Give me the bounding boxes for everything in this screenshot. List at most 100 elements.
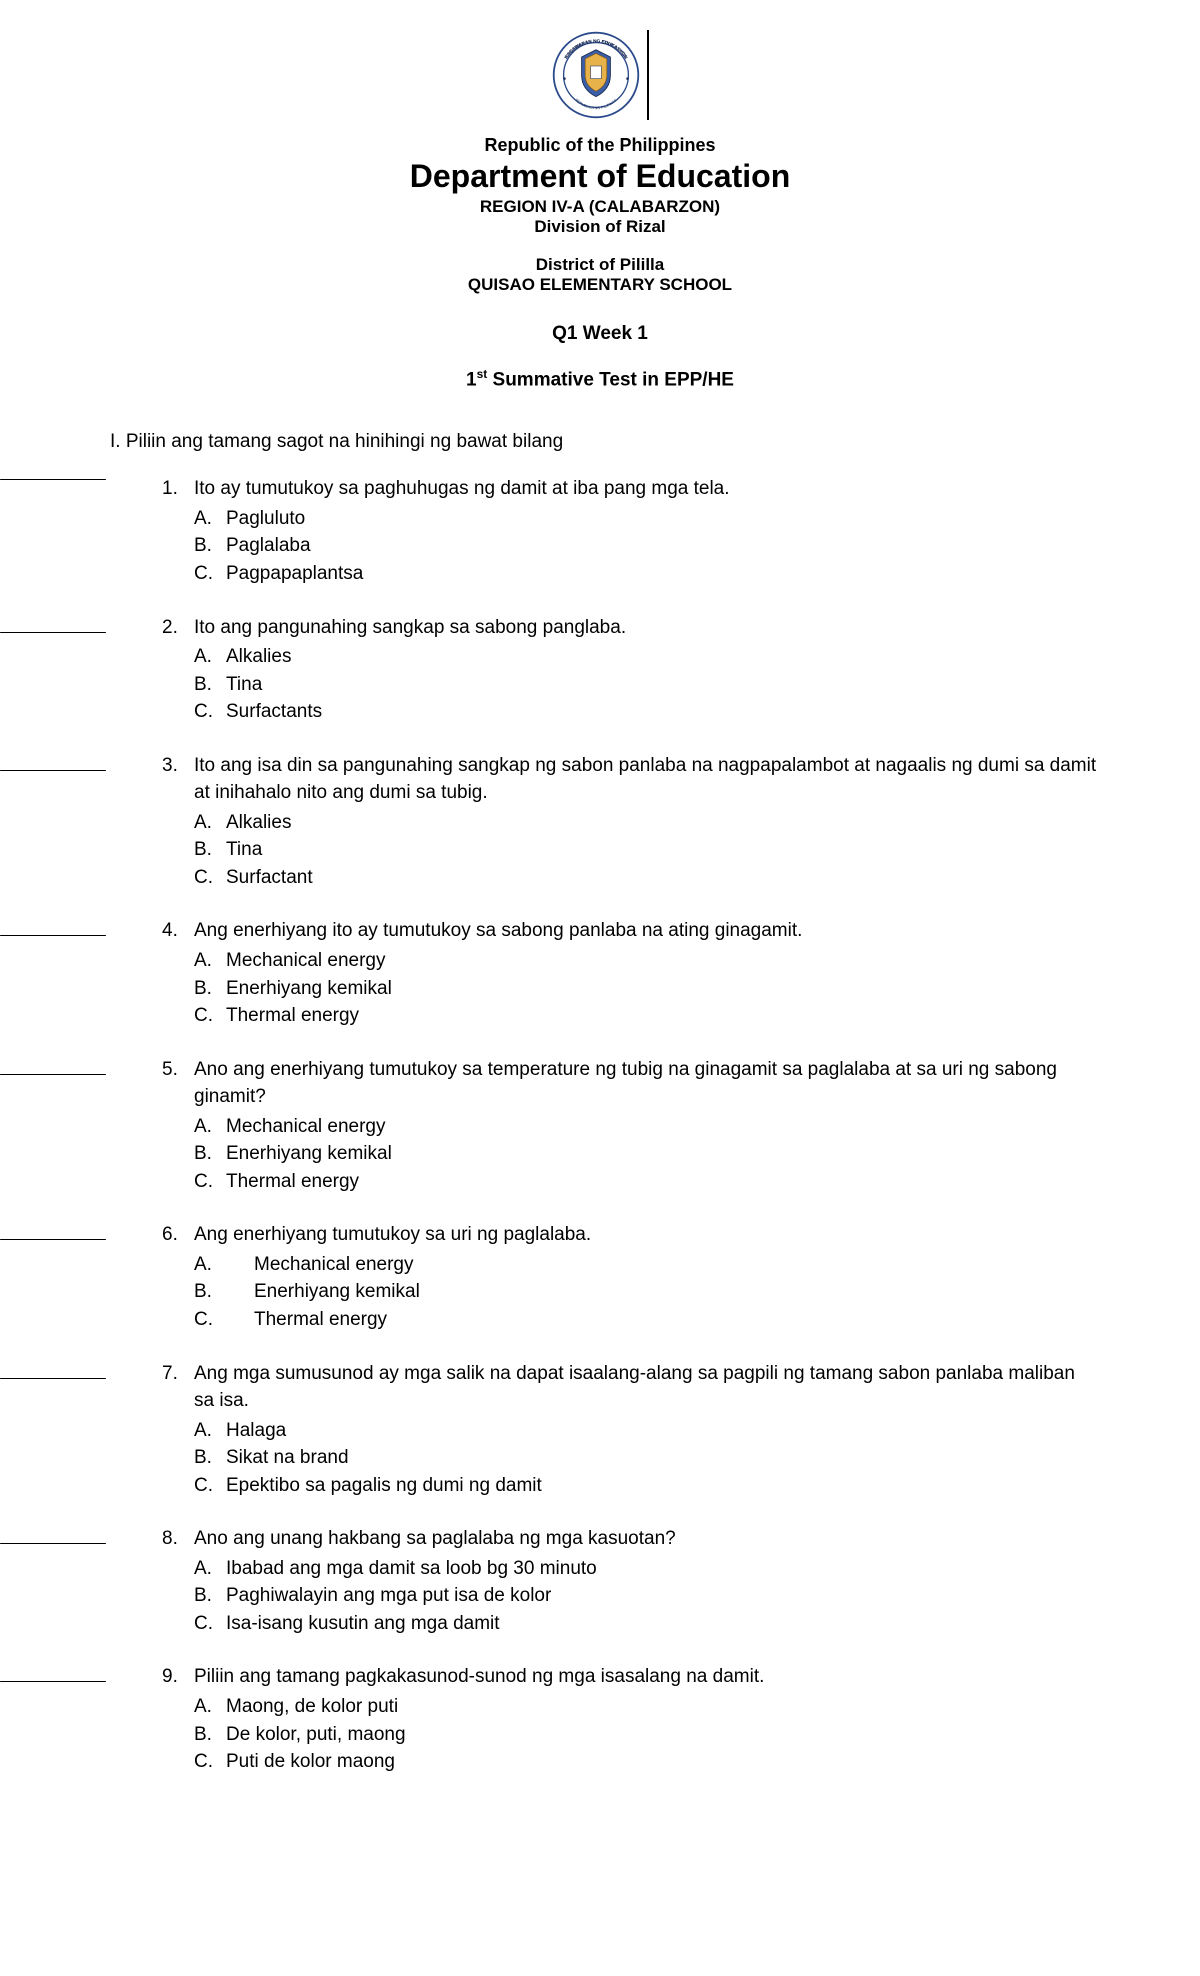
choice-letter: C. bbox=[194, 1168, 226, 1196]
answer-blank-line bbox=[0, 1681, 106, 1682]
question-number: 8. bbox=[162, 1525, 194, 1553]
choice-letter: A. bbox=[194, 643, 226, 671]
document-header: KAGAWARAN NG EDUKASYON KAGAWARAN NG EDUK… bbox=[60, 30, 1140, 391]
choice-letter: B. bbox=[194, 1444, 226, 1472]
choices: A.Mechanical energyB.Enerhiyang kemikalC… bbox=[162, 945, 1100, 1030]
answer-blank-line bbox=[0, 935, 106, 936]
choice-row: C.Puti de kolor maong bbox=[194, 1748, 1100, 1776]
question-number: 4. bbox=[162, 917, 194, 945]
choice-row: A.Halaga bbox=[194, 1417, 1100, 1445]
choice-row: A.Pagluluto bbox=[194, 505, 1100, 533]
question-text: Ang enerhiyang tumutukoy sa uri ng pagla… bbox=[194, 1221, 1100, 1249]
choice-text: Halaga bbox=[226, 1417, 1100, 1445]
question-block: 3.Ito ang isa din sa pangunahing sangkap… bbox=[110, 752, 1100, 892]
question-row: 3.Ito ang isa din sa pangunahing sangkap… bbox=[162, 752, 1100, 807]
choice-text: Mechanical energy bbox=[226, 947, 1100, 975]
choices: A.PaglulutoB.PaglalabaC.Pagpapaplantsa bbox=[162, 503, 1100, 588]
question-number: 6. bbox=[162, 1221, 194, 1249]
header-school: QUISAO ELEMENTARY SCHOOL bbox=[60, 275, 1140, 295]
question-block: 6.Ang enerhiyang tumutukoy sa uri ng pag… bbox=[110, 1221, 1100, 1333]
answer-blank-line bbox=[0, 1239, 106, 1240]
question-row: 2.Ito ang pangunahing sangkap sa sabong … bbox=[162, 614, 1100, 642]
choices: A.HalagaB.Sikat na brandC.Epektibo sa pa… bbox=[162, 1415, 1100, 1500]
choice-row: B.Enerhiyang kemikal bbox=[194, 1140, 1100, 1168]
question-block: 7. Ang mga sumusunod ay mga salik na dap… bbox=[110, 1360, 1100, 1500]
header-week: Q1 Week 1 bbox=[60, 323, 1140, 345]
question-text: Ang mga sumusunod ay mga salik na dapat … bbox=[194, 1360, 1100, 1415]
choice-row: A.Mechanical energy bbox=[194, 1251, 1100, 1279]
question-text: Ano ang enerhiyang tumutukoy sa temperat… bbox=[194, 1056, 1100, 1111]
choice-letter: A. bbox=[194, 505, 226, 533]
test-title-suffix: Summative Test in EPP/HE bbox=[487, 369, 734, 390]
content-area: I. Piliin ang tamang sagot na hinihingi … bbox=[60, 431, 1140, 1775]
choice-row: B.Tina bbox=[194, 836, 1100, 864]
choice-letter: B. bbox=[194, 975, 226, 1003]
choice-row: A.Alkalies bbox=[194, 643, 1100, 671]
choice-row: B.Sikat na brand bbox=[194, 1444, 1100, 1472]
choice-letter: A. bbox=[194, 1113, 226, 1141]
choice-text: Maong, de kolor puti bbox=[226, 1693, 1100, 1721]
question-text: Ang enerhiyang ito ay tumutukoy sa sabon… bbox=[194, 917, 1100, 945]
choice-row: A.Mechanical energy bbox=[194, 947, 1100, 975]
choice-letter: B. bbox=[194, 532, 226, 560]
answer-blank-line bbox=[0, 770, 106, 771]
seal-icon: KAGAWARAN NG EDUKASYON KAGAWARAN NG EDUK… bbox=[551, 30, 641, 120]
choice-text: Puti de kolor maong bbox=[226, 1748, 1100, 1776]
choice-letter: C. bbox=[194, 1002, 226, 1030]
choice-row: B.De kolor, puti, maong bbox=[194, 1721, 1100, 1749]
choice-text: Enerhiyang kemikal bbox=[226, 975, 1100, 1003]
choice-row: B.Enerhiyang kemikal bbox=[194, 1278, 1100, 1306]
choice-row: A.Ibabad ang mga damit sa loob bg 30 min… bbox=[194, 1555, 1100, 1583]
choices: A.Maong, de kolor putiB.De kolor, puti, … bbox=[162, 1691, 1100, 1776]
choice-text: Sikat na brand bbox=[226, 1444, 1100, 1472]
choice-letter: C. bbox=[194, 1610, 226, 1638]
choice-letter: A. bbox=[194, 809, 226, 837]
choice-row: A.Alkalies bbox=[194, 809, 1100, 837]
header-division: Division of Rizal bbox=[60, 217, 1140, 237]
choice-row: B.Enerhiyang kemikal bbox=[194, 975, 1100, 1003]
choice-letter: B. bbox=[194, 1721, 226, 1749]
choice-letter: C. bbox=[194, 1748, 226, 1776]
question-row: 4.Ang enerhiyang ito ay tumutukoy sa sab… bbox=[162, 917, 1100, 945]
header-department: Department of Education bbox=[60, 158, 1140, 195]
choice-letter: C. bbox=[194, 1306, 254, 1334]
choice-letter: B. bbox=[194, 1140, 226, 1168]
choice-letter: C. bbox=[194, 560, 226, 588]
choice-text: Enerhiyang kemikal bbox=[254, 1278, 1100, 1306]
question-block: 4.Ang enerhiyang ito ay tumutukoy sa sab… bbox=[110, 917, 1100, 1029]
question-text: Ano ang unang hakbang sa paglalaba ng mg… bbox=[194, 1525, 1100, 1553]
header-test-title: 1st Summative Test in EPP/HE bbox=[60, 367, 1140, 391]
choice-row: B.Paghiwalayin ang mga put isa de kolor bbox=[194, 1582, 1100, 1610]
choice-text: Tina bbox=[226, 671, 1100, 699]
header-district: District of Pililla bbox=[60, 255, 1140, 275]
choices: A.Ibabad ang mga damit sa loob bg 30 min… bbox=[162, 1553, 1100, 1638]
choice-letter: C. bbox=[194, 1472, 226, 1500]
test-ord-sup: st bbox=[477, 367, 488, 381]
question-number: 7. bbox=[162, 1360, 194, 1415]
question-block: 1.Ito ay tumutukoy sa paghuhugas ng dami… bbox=[110, 475, 1100, 587]
question-text: Ito ang pangunahing sangkap sa sabong pa… bbox=[194, 614, 1100, 642]
choice-text: Thermal energy bbox=[254, 1306, 1100, 1334]
choice-text: Mechanical energy bbox=[254, 1251, 1100, 1279]
choice-row: C.Isa-isang kusutin ang mga damit bbox=[194, 1610, 1100, 1638]
choices: A.Mechanical energyB.Enerhiyang kemikalC… bbox=[162, 1249, 1100, 1334]
choice-text: Surfactant bbox=[226, 864, 1100, 892]
choice-row: C.Thermal energy bbox=[194, 1168, 1100, 1196]
question-number: 2. bbox=[162, 614, 194, 642]
question-block: 5. Ano ang enerhiyang tumutukoy sa tempe… bbox=[110, 1056, 1100, 1196]
choice-text: Tina bbox=[226, 836, 1100, 864]
question-number: 5. bbox=[162, 1056, 194, 1111]
choice-row: C.Thermal energy bbox=[194, 1306, 1100, 1334]
question-row: 5. Ano ang enerhiyang tumutukoy sa tempe… bbox=[162, 1056, 1100, 1111]
choice-row: B.Tina bbox=[194, 671, 1100, 699]
choice-text: Thermal energy bbox=[226, 1168, 1100, 1196]
choice-letter: A. bbox=[194, 947, 226, 975]
choice-row: C.Surfactant bbox=[194, 864, 1100, 892]
choice-row: C.Surfactants bbox=[194, 698, 1100, 726]
choice-letter: A. bbox=[194, 1417, 226, 1445]
choice-letter: C. bbox=[194, 864, 226, 892]
answer-blank-line bbox=[0, 1543, 106, 1544]
choice-text: Pagpapaplantsa bbox=[226, 560, 1100, 588]
question-block: 8.Ano ang unang hakbang sa paglalaba ng … bbox=[110, 1525, 1100, 1637]
choice-letter: B. bbox=[194, 671, 226, 699]
